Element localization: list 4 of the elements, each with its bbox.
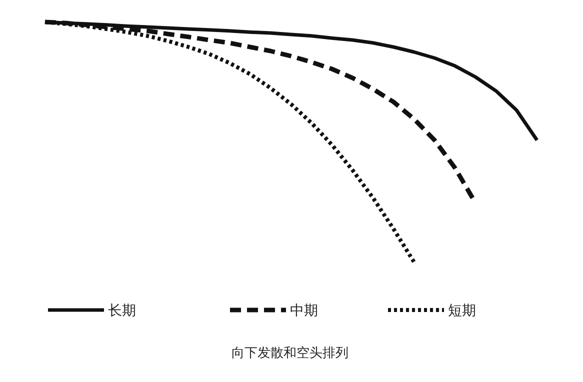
title: 向下发散和空头排列 bbox=[232, 346, 348, 361]
legend-label: 短期 bbox=[448, 303, 476, 319]
legend-label: 中期 bbox=[290, 303, 318, 319]
legend-label: 长期 bbox=[108, 303, 136, 319]
